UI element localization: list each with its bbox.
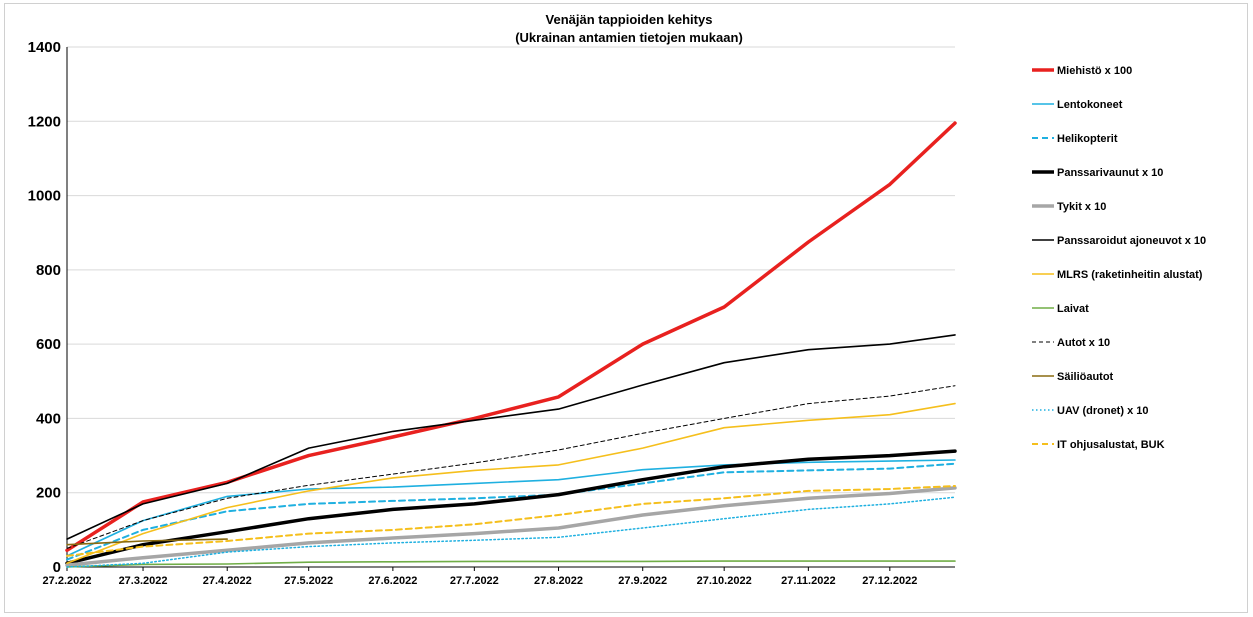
legend-item-sailioautot: Säiliöautot <box>1032 371 1114 383</box>
legend-label: Tykit x 10 <box>1057 201 1106 213</box>
legend-item-it-ohjusalustat-buk: IT ohjusalustat, BUK <box>1032 439 1165 451</box>
y-tick-label: 800 <box>36 262 61 279</box>
legend-label: MLRS (raketinheitin alustat) <box>1057 269 1203 281</box>
legend-label: Säiliöautot <box>1057 371 1114 383</box>
x-tick-label: 27.8.2022 <box>534 575 583 587</box>
series-line-lentokoneet <box>66 459 956 557</box>
x-tick-label: 27.3.2022 <box>119 575 168 587</box>
line-chart: 0 200 400 600 800 1000 1200 1400 27.2.2022 27.3.… <box>28 12 1207 587</box>
series-line-helikopterit <box>66 462 956 561</box>
legend-label: Lentokoneet <box>1057 99 1123 111</box>
x-tick-label: 27.10.2022 <box>697 575 752 587</box>
legend-item-tykit-x-10: Tykit x 10 <box>1032 201 1106 213</box>
x-tick-label: 27.7.2022 <box>450 575 499 587</box>
y-tick-label: 1000 <box>28 188 61 205</box>
series-line-panssarivaunut-x-10 <box>65 449 957 566</box>
legend-label: Laivat <box>1057 303 1089 315</box>
y-tick-label: 400 <box>36 410 61 427</box>
x-tick-label: 27.5.2022 <box>284 575 333 587</box>
legend-label: IT ohjusalustat, BUK <box>1057 439 1165 451</box>
legend-item-miehisto-x-100: Miehistö x 100 <box>1032 65 1132 77</box>
legend-item-autot-x-10: Autot x 10 <box>1032 337 1110 349</box>
legend-label: Panssarivaunut x 10 <box>1057 167 1163 179</box>
series-lines <box>65 121 957 568</box>
series-line-uav-dronet-x-10 <box>66 496 956 568</box>
y-tick-label: 0 <box>53 559 61 576</box>
series-line-sailioautot <box>66 538 228 546</box>
x-tick-label: 27.11.2022 <box>781 575 835 587</box>
x-tick-label: 27.2.2022 <box>43 575 92 587</box>
chart-frame: 0 200 400 600 800 1000 1200 1400 27.2.2022 27.3.… <box>4 3 1248 613</box>
legend-item-panssarivaunut-x-10: Panssarivaunut x 10 <box>1032 167 1163 179</box>
series-line-laivat <box>66 560 956 568</box>
gridlines <box>67 46 955 494</box>
y-tick-label: 1400 <box>28 39 61 56</box>
x-tick-label: 27.12.2022 <box>862 575 917 587</box>
legend-item-lentokoneet: Lentokoneet <box>1032 99 1123 111</box>
chart-title: Venäjän tappioiden kehitys <box>546 12 713 27</box>
x-tick-label: 27.4.2022 <box>203 575 252 587</box>
legend-label: UAV (dronet) x 10 <box>1057 405 1148 417</box>
legend-item-panssaroidut-ajoneuvot-x-10: Panssaroidut ajoneuvot x 10 <box>1032 235 1206 247</box>
y-tick-label: 200 <box>36 485 61 502</box>
x-tick-label: 27.9.2022 <box>618 575 667 587</box>
series-line-tykit-x-10 <box>65 486 957 567</box>
axes <box>66 47 955 568</box>
chart-subtitle: (Ukrainan antamien tietojen mukaan) <box>515 30 743 45</box>
legend-label: Miehistö x 100 <box>1057 65 1132 77</box>
legend: Miehistö x 100 Lentokoneet Helikopterit Pan… <box>1032 65 1206 451</box>
series-line-mlrs-raketinheitin-alustat <box>66 402 956 565</box>
legend-item-uav-dronet-x-10: UAV (dronet) x 10 <box>1032 405 1148 417</box>
x-tick-labels: 27.2.2022 27.3.2022 27.4.2022 27.5.2022 27.6… <box>43 567 917 587</box>
series-line-it-ohjusalustat-buk <box>66 485 956 557</box>
legend-item-laivat: Laivat <box>1032 303 1089 315</box>
legend-label: Helikopterit <box>1057 133 1118 145</box>
legend-label: Panssaroidut ajoneuvot x 10 <box>1057 235 1206 247</box>
y-tick-label: 600 <box>36 336 61 353</box>
legend-label: Autot x 10 <box>1057 337 1110 349</box>
x-tick-label: 27.6.2022 <box>368 575 417 587</box>
series-line-panssaroidut-ajoneuvot-x-10 <box>66 334 956 540</box>
series-line-miehisto-x-100 <box>65 121 957 553</box>
legend-item-mlrs-raketinheitin-alustat: MLRS (raketinheitin alustat) <box>1032 269 1203 281</box>
y-tick-label: 1200 <box>28 113 61 130</box>
legend-item-helikopterit: Helikopterit <box>1032 133 1118 145</box>
series-line-autot-x-10 <box>66 385 956 549</box>
y-tick-labels: 0 200 400 600 800 1000 1200 1400 <box>28 39 61 576</box>
